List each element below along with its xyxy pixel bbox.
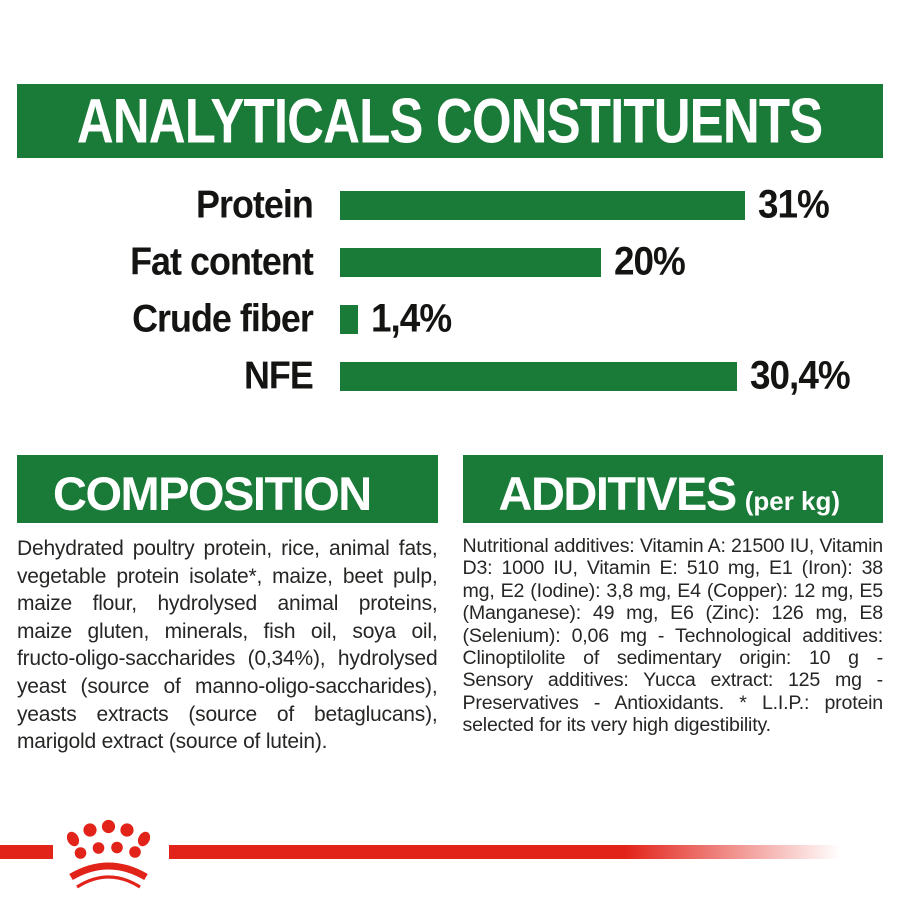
additives-banner: ADDITIVES (per kg) [462, 455, 883, 523]
composition-title: COMPOSITION [53, 467, 372, 520]
chart-bar [340, 190, 745, 220]
chart-category-label: Fat content [130, 239, 314, 283]
chart-category-label: Protein [195, 182, 314, 226]
footer-stripe-left [0, 845, 53, 859]
chart-value-label: 31% [758, 182, 830, 227]
analyticals-title: ANALYTICALS CONSTITUENTS [77, 85, 823, 157]
chart-bar [340, 361, 737, 391]
composition-banner: COMPOSITION [17, 455, 438, 523]
crown-paw-logo-icon [66, 819, 151, 889]
additives-section: ADDITIVES (per kg) Nutritional additives… [462, 455, 884, 756]
chart-category-label: NFE [243, 353, 314, 397]
additives-unit-suffix: (per kg) [744, 486, 841, 516]
chart-category-label: Crude fiber [132, 296, 314, 340]
info-sections: COMPOSITION Dehydrated poultry protein, … [17, 455, 883, 756]
analyticals-banner: ANALYTICALS CONSTITUENTS [17, 84, 883, 158]
footer-stripe [169, 845, 840, 859]
constituents-chart: Protein 31% Fat content 20% Crude fiber … [0, 182, 900, 418]
chart-value-label: 30,4% [750, 353, 851, 398]
chart-value-label: 20% [614, 239, 686, 284]
additives-text: Nutritional additives: Vitamin A: 21500 … [462, 535, 884, 737]
chart-row: NFE 30,4% [0, 353, 900, 397]
composition-section: COMPOSITION Dehydrated poultry protein, … [17, 455, 438, 756]
chart-bar [340, 247, 601, 277]
additives-title: ADDITIVES [498, 467, 738, 520]
chart-row: Protein 31% [0, 182, 900, 226]
chart-row: Crude fiber 1,4% [0, 296, 900, 340]
composition-text: Dehydrated poultry protein, rice, animal… [17, 537, 438, 754]
chart-bar [340, 304, 358, 334]
chart-value-label: 1,4% [371, 296, 452, 341]
chart-row: Fat content 20% [0, 239, 900, 283]
